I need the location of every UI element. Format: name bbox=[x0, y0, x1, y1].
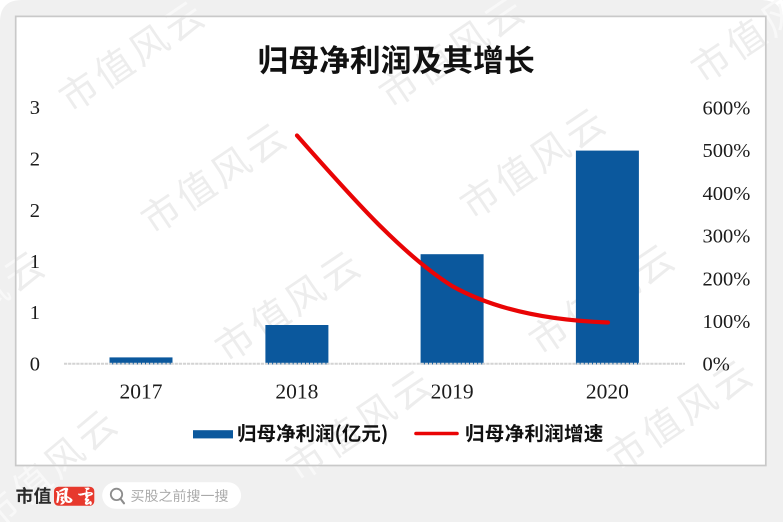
svg-text:2019: 2019 bbox=[431, 379, 474, 403]
svg-text:600%: 600% bbox=[703, 98, 751, 120]
svg-text:2020: 2020 bbox=[586, 379, 629, 403]
svg-text:2: 2 bbox=[30, 200, 40, 222]
svg-text:200%: 200% bbox=[703, 268, 751, 290]
svg-text:1: 1 bbox=[30, 251, 40, 273]
svg-text:300%: 300% bbox=[703, 226, 751, 248]
svg-text:2: 2 bbox=[30, 149, 40, 171]
svg-text:1: 1 bbox=[30, 302, 40, 324]
svg-text:100%: 100% bbox=[703, 311, 751, 333]
svg-text:3: 3 bbox=[30, 97, 40, 119]
svg-text:0%: 0% bbox=[703, 354, 730, 376]
svg-text:2017: 2017 bbox=[120, 379, 163, 403]
svg-text:0: 0 bbox=[30, 354, 40, 376]
svg-text:500%: 500% bbox=[703, 140, 751, 162]
svg-text:2018: 2018 bbox=[275, 379, 318, 403]
svg-text:400%: 400% bbox=[703, 183, 751, 205]
